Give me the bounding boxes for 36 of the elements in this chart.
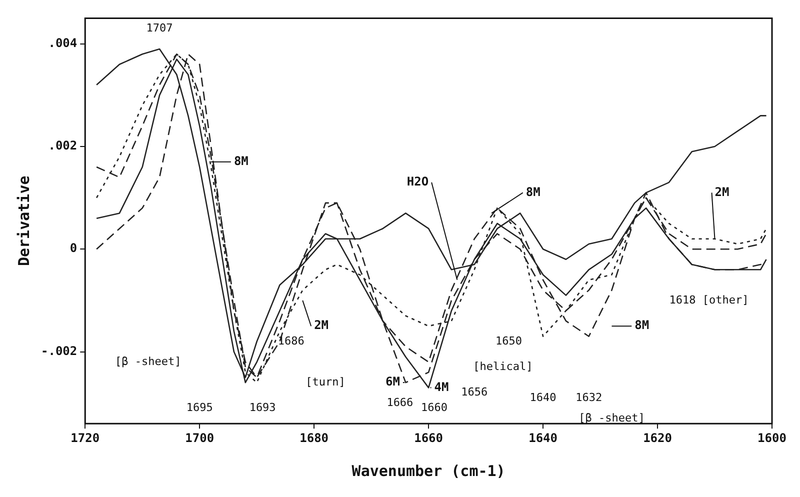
annotation: [helical] [473, 360, 533, 374]
series-label: 6M [385, 374, 400, 389]
text: 2M [714, 184, 730, 199]
annotation: 1650 [495, 334, 522, 348]
annotation: 1693 [249, 401, 276, 414]
x-tick-label: 1660 [414, 430, 444, 445]
annotation: 1632 [576, 390, 602, 404]
text: H2O [406, 174, 429, 189]
y-tick-label: .004 [48, 36, 78, 50]
x-tick-label: 1640 [528, 430, 558, 445]
annotation: [β -sheet] [578, 411, 645, 424]
series-label: 2M [314, 318, 329, 332]
y-tick-label: -.002 [41, 344, 78, 358]
text: 8M [526, 184, 540, 199]
annotation: 1707 [146, 21, 173, 34]
x-tick-label: 1600 [758, 430, 786, 445]
annotation: 1660 [421, 401, 448, 414]
annotation: 1666 [386, 396, 414, 409]
annotation: 1618 [other] [669, 293, 749, 306]
annotation: 1686 [278, 334, 304, 348]
annotation: [β -sheet] [114, 354, 182, 368]
annotation: [turn] [306, 375, 346, 388]
y-axis-title: Derivative [14, 176, 33, 266]
x-axis-title: Wavenumber (cm-1) [352, 462, 506, 480]
series-label: 4M [434, 380, 449, 394]
y-tick-label: .002 [48, 138, 78, 153]
x-tick-label: 1620 [643, 430, 672, 445]
y-tick-label: 0 [70, 241, 78, 256]
series-label: 8M [234, 154, 248, 168]
text: 8M [634, 318, 650, 332]
x-tick-label: 1700 [185, 430, 214, 445]
annotation: 1656 [461, 386, 488, 399]
x-tick-label: 1720 [70, 430, 100, 445]
x-tick-label: 1680 [300, 430, 329, 445]
annotation: 1640 [530, 390, 556, 404]
annotation: 1695 [186, 401, 213, 414]
